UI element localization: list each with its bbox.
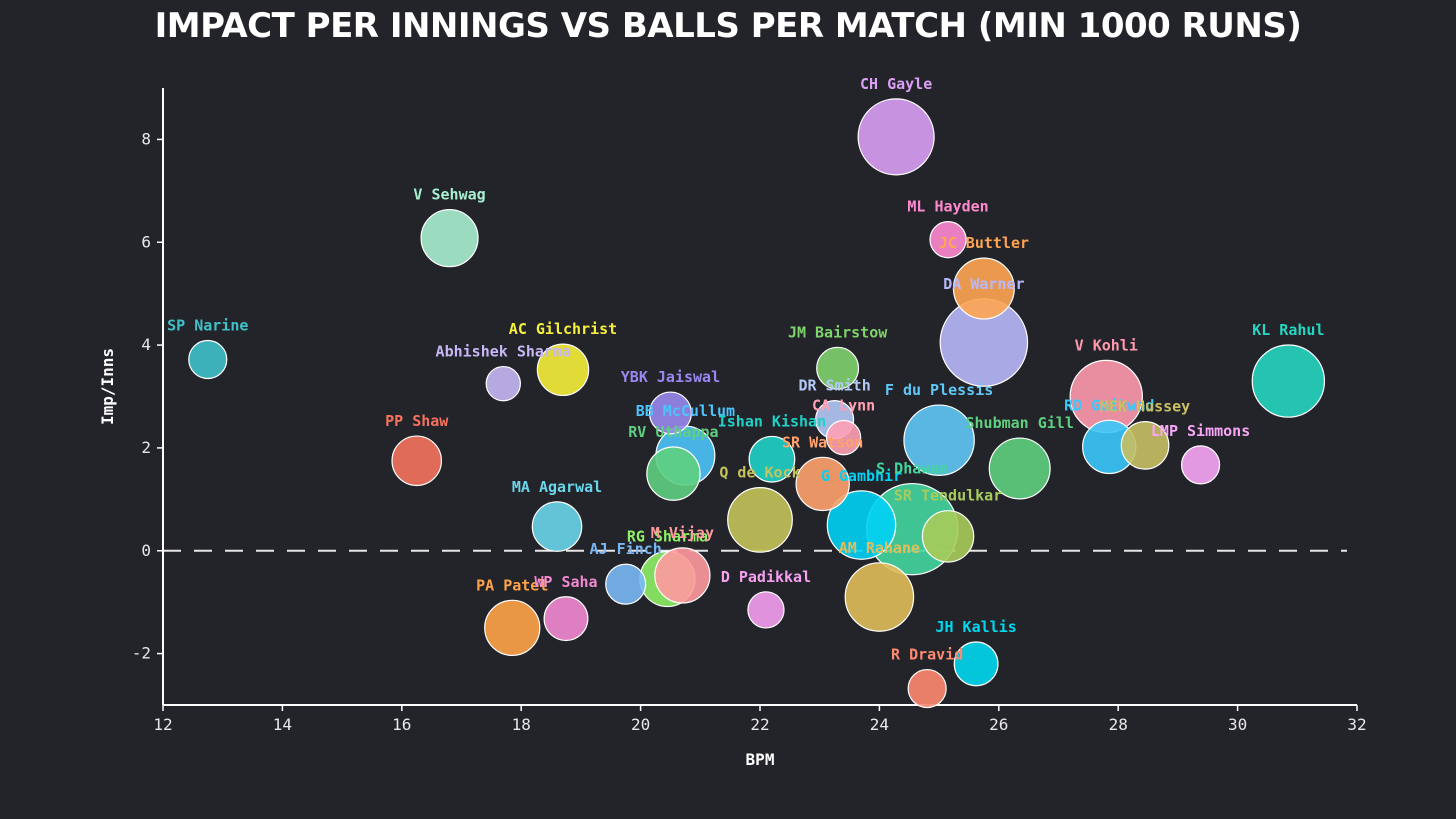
- point-label: DR Smith: [799, 377, 871, 395]
- point-label: MA Agarwal: [512, 478, 602, 496]
- point-label: R Dravid: [891, 646, 963, 664]
- point-label: BB McCullum: [636, 402, 735, 420]
- x-axis-title: BPM: [746, 750, 775, 769]
- bubble-point: [485, 365, 521, 402]
- point-label: MEK Hussey: [1100, 398, 1190, 416]
- bubble-point: [420, 209, 479, 268]
- y-tick-label: 2: [141, 438, 151, 457]
- point-label: M Vijay: [651, 524, 714, 542]
- bubble-point: [988, 437, 1051, 500]
- point-label: S Dhawan: [876, 460, 948, 478]
- point-label: Abhishek Sharma: [436, 343, 571, 361]
- x-tick-label: 30: [1228, 715, 1247, 734]
- point-label: JM Bairstow: [788, 323, 888, 341]
- bubble-point: [1251, 344, 1326, 418]
- point-label: D Padikkal: [721, 568, 811, 586]
- bubble-point: [188, 339, 228, 380]
- bubble-point: [929, 221, 967, 259]
- y-tick-label: 4: [141, 335, 151, 354]
- y-tick-label: 8: [141, 129, 151, 148]
- bubble-point: [1180, 445, 1221, 485]
- point-label: SR Tendulkar: [894, 487, 1002, 505]
- point-label: AM Rahane: [839, 539, 920, 557]
- bubble-point: [391, 435, 443, 487]
- x-tick-label: 16: [392, 715, 411, 734]
- bubble-point: [825, 419, 862, 456]
- bubble-point: [646, 446, 701, 501]
- bubble-point: [907, 668, 947, 709]
- bubble-point: [484, 599, 541, 657]
- bubble-point: [543, 596, 589, 642]
- bubble-point: [816, 346, 860, 390]
- point-label: F du Plessis: [885, 381, 993, 399]
- point-label: ML Hayden: [907, 198, 988, 216]
- point-label: Ishan Kishan: [718, 412, 826, 430]
- point-label: RV Uthappa: [628, 423, 718, 441]
- x-tick-label: 26: [989, 715, 1008, 734]
- x-tick-label: 22: [750, 715, 769, 734]
- point-label: SR Watson: [782, 433, 863, 451]
- point-label: Q de Kock: [719, 464, 800, 482]
- point-label: RD Gaikwad: [1064, 396, 1154, 414]
- point-label: JH Kallis: [935, 618, 1016, 636]
- point-label: PA Patel: [476, 576, 548, 594]
- point-label: V Kohli: [1075, 336, 1138, 354]
- bubble-point: [857, 98, 935, 176]
- y-tick-label: 0: [141, 541, 151, 560]
- y-axis-title: Imp/Inns: [98, 348, 117, 425]
- bubble-point: [795, 456, 850, 512]
- bubble-point: [826, 490, 897, 560]
- points-layer: [188, 98, 1326, 709]
- y-tick-label: 6: [141, 232, 151, 251]
- x-tick-label: 14: [273, 715, 292, 734]
- bubble-point: [747, 591, 785, 629]
- x-tick-label: 32: [1347, 715, 1366, 734]
- bubble-point: [748, 435, 796, 483]
- point-label: PP Shaw: [385, 412, 449, 430]
- point-label: SP Narine: [167, 316, 248, 334]
- point-label: LMP Simmons: [1151, 422, 1250, 440]
- bubble-point: [727, 487, 793, 553]
- point-label: Shubman Gill: [966, 414, 1074, 432]
- x-tick-label: 28: [1109, 715, 1128, 734]
- point-labels-layer: SP Narine V Sehwag PP Shaw Abhishek Sharma A…: [167, 75, 1324, 664]
- chart-title: IMPACT PER INNINGS VS BALLS PER MATCH (M…: [154, 6, 1302, 46]
- point-label: KL Rahul: [1252, 321, 1324, 339]
- point-label: RG Sharma: [627, 527, 708, 545]
- x-tick-label: 24: [870, 715, 889, 734]
- bubble-point: [648, 391, 692, 435]
- bubble-point: [921, 510, 975, 563]
- x-tick-label: 20: [631, 715, 650, 734]
- point-label: AJ Finch: [590, 540, 662, 558]
- point-label: CA Lynn: [812, 397, 875, 415]
- x-tick-label: 12: [153, 715, 172, 734]
- bubble-point: [952, 257, 1015, 320]
- x-tick-label: 18: [512, 715, 531, 734]
- bubble-point: [844, 562, 915, 632]
- point-label: WP Saha: [534, 573, 597, 591]
- bubble-point: [654, 547, 711, 604]
- bubble-point: [536, 343, 590, 397]
- point-label: JC Buttler: [939, 234, 1029, 252]
- point-label: G Gambhir: [821, 467, 902, 485]
- bubble-point: [903, 404, 975, 476]
- y-tick-label: -2: [132, 644, 151, 663]
- point-label: CH Gayle: [860, 75, 932, 93]
- bubble-point: [1120, 420, 1170, 470]
- point-label: YBK Jaiswal: [621, 368, 720, 386]
- point-label: AC Gilchrist: [509, 320, 617, 338]
- bubble-point: [953, 641, 999, 687]
- point-label: DA Warner: [943, 275, 1024, 293]
- point-label: V Sehwag: [413, 186, 485, 204]
- bubble-point: [605, 563, 647, 605]
- bubble-point: [531, 501, 583, 552]
